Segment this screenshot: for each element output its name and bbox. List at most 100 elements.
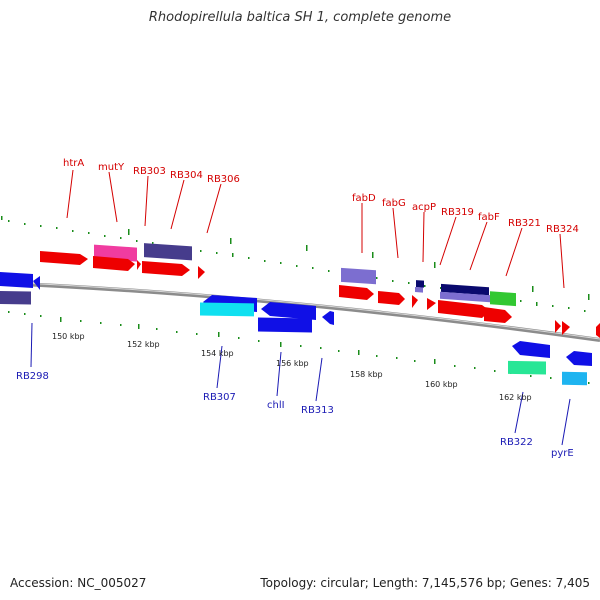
- gene-RB307[interactable]: [200, 302, 254, 317]
- leader-RB303: [144, 175, 149, 227]
- ruler-tick: [120, 324, 122, 326]
- scale-labels: 150 kbp 152 kbp 154 kbp 156 kbp 158 kbp …: [52, 332, 532, 402]
- gene-feature[interactable]: [440, 291, 490, 303]
- ruler-tick: [264, 260, 266, 262]
- gene-fabD[interactable]: [341, 267, 376, 285]
- gene-feature[interactable]: [596, 323, 600, 338]
- ruler-major-tick: [128, 229, 130, 235]
- ruler-tick: [494, 370, 496, 372]
- gene-label-fabF[interactable]: fabF: [478, 212, 500, 223]
- ruler-tick: [320, 347, 322, 349]
- gene-RB298[interactable]: [0, 272, 33, 288]
- ruler-tick: [408, 282, 410, 284]
- gene-RB306[interactable]: [198, 266, 205, 279]
- gene-label-RB313[interactable]: RB313: [301, 405, 334, 416]
- gene-feature[interactable]: [416, 280, 424, 288]
- ruler-tick: [296, 265, 298, 267]
- gene-RB321[interactable]: [484, 307, 512, 323]
- ruler-tick: [338, 350, 340, 352]
- leader-fabF: [469, 221, 488, 271]
- gene-label-RB307[interactable]: RB307: [203, 392, 236, 403]
- ruler-tick: [56, 227, 58, 229]
- gene-feature[interactable]: [0, 291, 31, 305]
- gene-features: [0, 243, 600, 386]
- leader-RB304: [170, 179, 185, 230]
- ruler-major-tick: [372, 252, 374, 258]
- gene-label-chlI[interactable]: chlI: [267, 400, 285, 411]
- gene-fabG[interactable]: [378, 291, 405, 305]
- gene-label-fabD[interactable]: fabD: [352, 193, 376, 204]
- gene-feature[interactable]: [566, 351, 592, 366]
- ruler-tick: [536, 302, 538, 306]
- ruler-tick: [8, 311, 10, 313]
- gene-label-acpP[interactable]: acpP: [412, 202, 436, 213]
- gene-feature[interactable]: [93, 256, 135, 271]
- leader-RB298: [30, 322, 33, 368]
- ruler-tick: [550, 377, 552, 379]
- top-label-leaders: [66, 169, 565, 289]
- gene-feature[interactable]: [427, 298, 436, 310]
- ruler-tick: [440, 287, 442, 289]
- top-gene-labels: htrA mutY RB303 RB304 RB306 fabD fabG ac…: [63, 158, 579, 235]
- gene-feature[interactable]: [512, 341, 550, 358]
- ruler-tick: [530, 375, 532, 377]
- gene-label-fabG[interactable]: fabG: [382, 198, 406, 209]
- ruler-tick: [434, 359, 436, 364]
- ruler-tick: [248, 257, 250, 259]
- leader-mutY: [108, 171, 118, 223]
- gene-RB304[interactable]: [144, 243, 192, 261]
- gene-label-RB324[interactable]: RB324: [546, 224, 579, 235]
- gene-feature[interactable]: [261, 302, 316, 320]
- gene-chlI[interactable]: [258, 317, 312, 333]
- gene-label-RB306[interactable]: RB306: [207, 174, 240, 185]
- gene-label-RB322[interactable]: RB322: [500, 437, 533, 448]
- gene-htrA[interactable]: [40, 251, 88, 265]
- ruler-tick: [1, 216, 3, 220]
- inner-scale-ruler: [8, 311, 590, 384]
- leader-RB324: [559, 233, 565, 289]
- gene-label-mutY[interactable]: mutY: [98, 162, 125, 173]
- gene-label-RB321[interactable]: RB321: [508, 218, 541, 229]
- ruler-tick: [24, 223, 26, 225]
- gene-feature[interactable]: [142, 261, 190, 276]
- ruler-tick: [414, 360, 416, 362]
- accession-text: Accession: NC_005027: [10, 576, 147, 590]
- ruler-tick: [328, 270, 330, 272]
- ruler-tick: [216, 252, 218, 254]
- gene-feature[interactable]: [33, 276, 40, 290]
- gene-label-RB319[interactable]: RB319: [441, 207, 474, 218]
- ruler-major-tick: [230, 238, 232, 244]
- scale-label: 150 kbp: [52, 332, 85, 341]
- gene-feature[interactable]: [339, 285, 374, 300]
- scale-label: 152 kbp: [127, 340, 160, 349]
- gene-fabF[interactable]: [490, 291, 516, 307]
- gene-feature[interactable]: [415, 287, 423, 293]
- scale-label: 160 kbp: [425, 380, 458, 389]
- ruler-tick: [138, 324, 140, 329]
- gene-feature[interactable]: [438, 300, 490, 318]
- gene-label-htrA[interactable]: htrA: [63, 158, 84, 169]
- gene-RB313[interactable]: [322, 311, 334, 325]
- gene-label-RB298[interactable]: RB298: [16, 371, 49, 382]
- ruler-tick: [396, 357, 398, 359]
- ruler-tick: [258, 340, 260, 342]
- gene-pyrE[interactable]: [562, 371, 587, 386]
- gene-RB303[interactable]: [137, 260, 141, 270]
- gene-RB319[interactable]: [441, 283, 489, 296]
- gene-RB322[interactable]: [508, 360, 546, 375]
- ruler-tick: [200, 250, 202, 252]
- leader-RB306: [206, 183, 222, 234]
- ruler-tick: [280, 342, 282, 347]
- ruler-major-tick: [588, 294, 590, 300]
- ruler-tick: [238, 337, 240, 339]
- gene-acpP[interactable]: [412, 295, 418, 308]
- ruler-tick: [104, 235, 106, 237]
- ruler-tick: [218, 332, 220, 337]
- gene-label-RB304[interactable]: RB304: [170, 170, 203, 181]
- ruler-tick: [176, 331, 178, 333]
- gene-label-RB303[interactable]: RB303: [133, 166, 166, 177]
- gene-RB324[interactable]: [555, 320, 561, 333]
- gene-feature[interactable]: [562, 321, 570, 335]
- gene-label-pyrE[interactable]: pyrE: [551, 448, 574, 459]
